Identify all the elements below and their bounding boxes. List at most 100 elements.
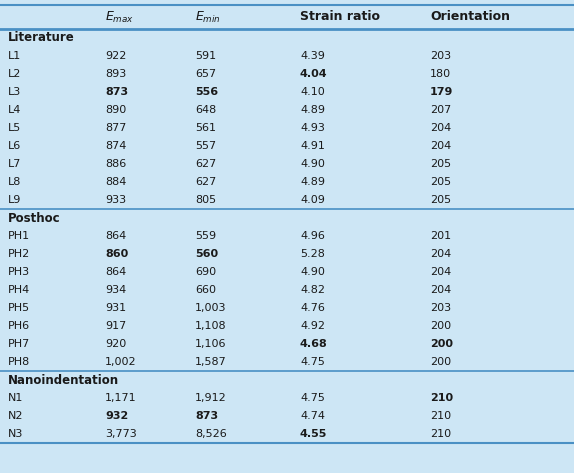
Text: Posthoc: Posthoc [8, 211, 61, 225]
Text: 4.10: 4.10 [300, 87, 325, 97]
Text: 204: 204 [430, 123, 451, 133]
Text: 200: 200 [430, 321, 451, 331]
Text: 4.09: 4.09 [300, 195, 325, 205]
Text: 3,773: 3,773 [105, 429, 137, 439]
Text: 884: 884 [105, 177, 126, 187]
Text: Nanoindentation: Nanoindentation [8, 374, 119, 386]
Text: 203: 203 [430, 51, 451, 61]
Text: 8,526: 8,526 [195, 429, 227, 439]
Text: 559: 559 [195, 231, 216, 241]
Text: L4: L4 [8, 105, 21, 115]
Text: 886: 886 [105, 159, 126, 169]
Text: $E_{min}$: $E_{min}$ [195, 9, 221, 25]
Text: 4.82: 4.82 [300, 285, 325, 295]
Text: L6: L6 [8, 141, 21, 151]
Text: L8: L8 [8, 177, 21, 187]
Text: 207: 207 [430, 105, 451, 115]
Text: 917: 917 [105, 321, 126, 331]
Text: 200: 200 [430, 357, 451, 367]
Text: 1,106: 1,106 [195, 339, 227, 349]
Text: 4.75: 4.75 [300, 393, 325, 403]
Text: 204: 204 [430, 249, 451, 259]
Text: N3: N3 [8, 429, 24, 439]
Text: 1,002: 1,002 [105, 357, 137, 367]
Text: Literature: Literature [8, 32, 75, 44]
Text: 1,912: 1,912 [195, 393, 227, 403]
Text: 627: 627 [195, 159, 216, 169]
Text: 179: 179 [430, 87, 453, 97]
Text: 204: 204 [430, 141, 451, 151]
Text: 560: 560 [195, 249, 218, 259]
Text: PH5: PH5 [8, 303, 30, 313]
Text: L5: L5 [8, 123, 21, 133]
Text: N1: N1 [8, 393, 24, 403]
Text: Orientation: Orientation [430, 10, 510, 24]
Text: 864: 864 [105, 267, 126, 277]
Text: 205: 205 [430, 177, 451, 187]
Text: 201: 201 [430, 231, 451, 241]
Text: 5.28: 5.28 [300, 249, 325, 259]
Text: PH4: PH4 [8, 285, 30, 295]
Text: 890: 890 [105, 105, 126, 115]
Text: 860: 860 [105, 249, 128, 259]
Text: L9: L9 [8, 195, 21, 205]
Text: 873: 873 [195, 411, 218, 421]
Text: 4.74: 4.74 [300, 411, 325, 421]
Text: 591: 591 [195, 51, 216, 61]
Text: PH2: PH2 [8, 249, 30, 259]
Text: 210: 210 [430, 411, 451, 421]
Text: 1,108: 1,108 [195, 321, 227, 331]
Text: 4.92: 4.92 [300, 321, 325, 331]
Text: N2: N2 [8, 411, 24, 421]
Text: 657: 657 [195, 69, 216, 79]
Text: 873: 873 [105, 87, 128, 97]
Text: 864: 864 [105, 231, 126, 241]
Text: 4.89: 4.89 [300, 105, 325, 115]
Text: 805: 805 [195, 195, 216, 205]
Text: 4.76: 4.76 [300, 303, 325, 313]
Text: PH3: PH3 [8, 267, 30, 277]
Text: 933: 933 [105, 195, 126, 205]
Text: 4.55: 4.55 [300, 429, 327, 439]
Text: 204: 204 [430, 285, 451, 295]
Text: $E_{max}$: $E_{max}$ [105, 9, 134, 25]
Text: Strain ratio: Strain ratio [300, 10, 380, 24]
Text: 4.90: 4.90 [300, 159, 325, 169]
Text: 874: 874 [105, 141, 126, 151]
Text: 934: 934 [105, 285, 126, 295]
Text: L1: L1 [8, 51, 21, 61]
Text: PH7: PH7 [8, 339, 30, 349]
Text: 205: 205 [430, 195, 451, 205]
Text: 4.91: 4.91 [300, 141, 325, 151]
Text: 561: 561 [195, 123, 216, 133]
Text: 932: 932 [105, 411, 128, 421]
Text: 4.75: 4.75 [300, 357, 325, 367]
Text: L7: L7 [8, 159, 21, 169]
Text: 922: 922 [105, 51, 126, 61]
Text: 203: 203 [430, 303, 451, 313]
Text: 1,171: 1,171 [105, 393, 137, 403]
Text: 648: 648 [195, 105, 216, 115]
Text: 4.90: 4.90 [300, 267, 325, 277]
Text: L3: L3 [8, 87, 21, 97]
Text: 1,003: 1,003 [195, 303, 227, 313]
Text: 557: 557 [195, 141, 216, 151]
Text: 931: 931 [105, 303, 126, 313]
Text: 4.93: 4.93 [300, 123, 325, 133]
Text: 4.68: 4.68 [300, 339, 328, 349]
Text: 920: 920 [105, 339, 126, 349]
Text: 4.89: 4.89 [300, 177, 325, 187]
Text: PH8: PH8 [8, 357, 30, 367]
Text: 205: 205 [430, 159, 451, 169]
Text: 180: 180 [430, 69, 451, 79]
Text: 210: 210 [430, 429, 451, 439]
Text: 627: 627 [195, 177, 216, 187]
Text: 4.96: 4.96 [300, 231, 325, 241]
Text: 893: 893 [105, 69, 126, 79]
Text: 660: 660 [195, 285, 216, 295]
Text: 4.04: 4.04 [300, 69, 328, 79]
Text: 556: 556 [195, 87, 218, 97]
Text: 204: 204 [430, 267, 451, 277]
Text: 200: 200 [430, 339, 453, 349]
Text: 690: 690 [195, 267, 216, 277]
